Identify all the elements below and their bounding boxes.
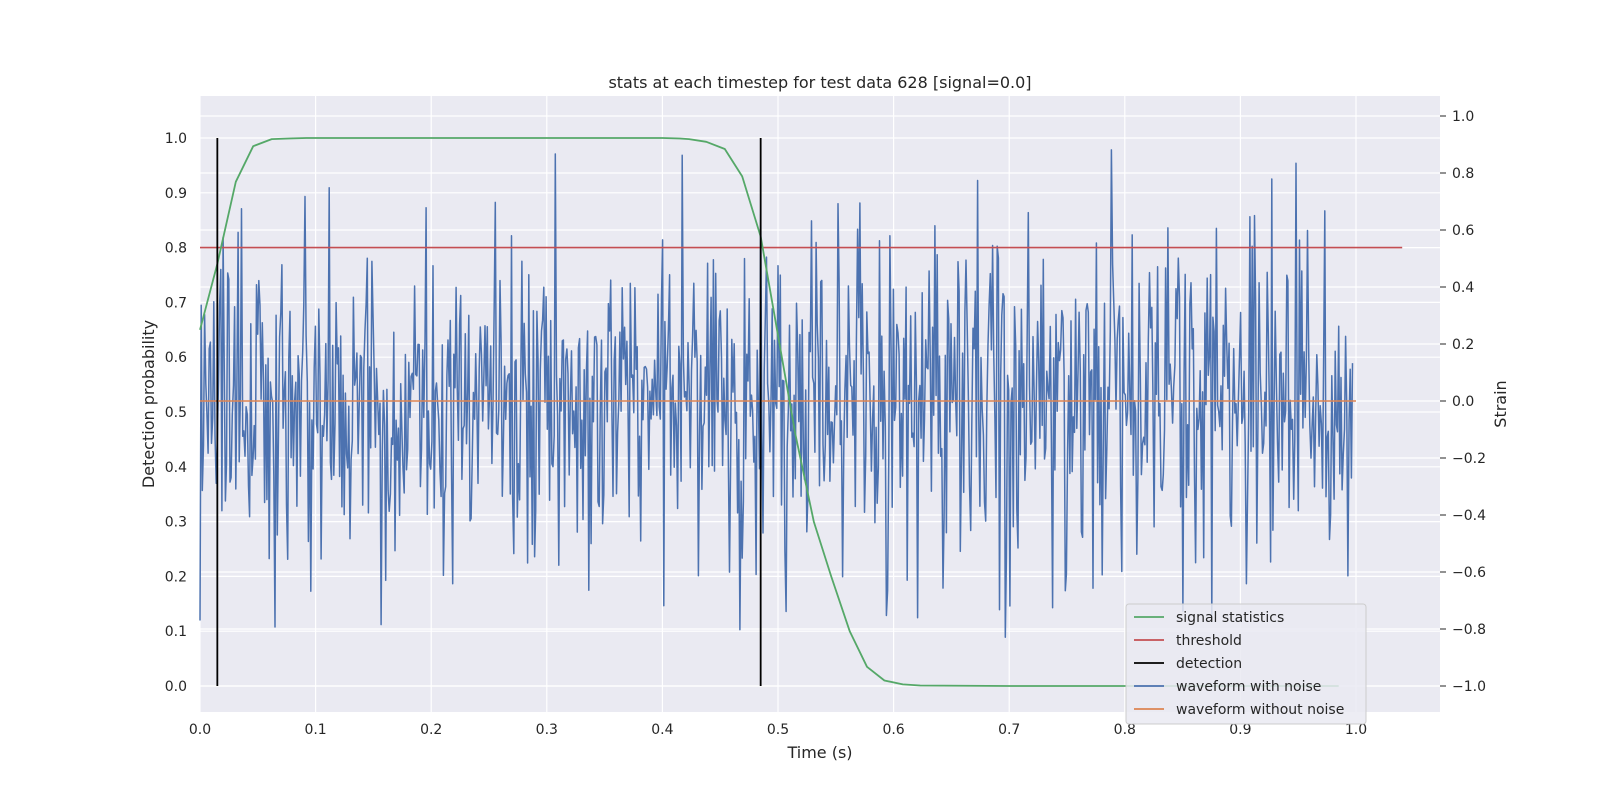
x-axis-label: Time (s) — [786, 743, 852, 762]
y-tick-label: 0.1 — [165, 624, 187, 640]
legend-label: signal statistics — [1176, 610, 1284, 626]
x-tick-label: 0.3 — [536, 722, 558, 738]
x-tick-label: 0.0 — [189, 722, 211, 738]
y-tick-label: 0.6 — [165, 350, 187, 366]
legend-label: waveform without noise — [1176, 702, 1344, 718]
signal-statistics-line — [199, 137, 1339, 687]
x-tick-label: 0.8 — [1114, 722, 1136, 738]
x-tick-label: 0.4 — [651, 722, 673, 738]
x-tick-label: 1.0 — [1345, 722, 1367, 738]
y2-tick-label: 0.6 — [1452, 223, 1474, 239]
y2-tick-label: 0.8 — [1452, 166, 1474, 182]
y-tick-label: 0.9 — [165, 186, 187, 202]
y-tick-label: 0.4 — [165, 460, 187, 476]
y2-tick-label: 0.4 — [1452, 280, 1474, 296]
y2-tick-label: −1.0 — [1452, 679, 1486, 695]
ticks: 0.0 0.1 0.2 0.3 0.4 0.5 0.6 0.7 0.8 0.9 1.0 0.0 0.1 0… — [165, 109, 1486, 738]
y2-tick-label: −0.8 — [1452, 622, 1486, 638]
y-tick-label: 0.5 — [165, 405, 187, 421]
legend-label: waveform with noise — [1176, 679, 1321, 695]
x-tick-label: 0.7 — [998, 722, 1020, 738]
x-tick-label: 0.5 — [767, 722, 789, 738]
chart-title: stats at each timestep for test data 628… — [608, 73, 1031, 92]
y-tick-label: 0.0 — [165, 679, 187, 695]
y-tick-label: 0.3 — [165, 515, 187, 531]
waveform-with-noise-line — [199, 149, 1354, 638]
y-tick-label: 1.0 — [165, 131, 187, 147]
legend-label: threshold — [1176, 633, 1242, 649]
y-axis-label: Detection probability — [139, 320, 158, 488]
x-tick-label: 0.6 — [882, 722, 904, 738]
legend-label: detection — [1176, 656, 1242, 672]
legend-box — [1125, 603, 1367, 725]
y2-axis-label: Strain — [1491, 380, 1510, 427]
series-layer — [199, 137, 1403, 687]
y-tick-label: 0.7 — [165, 295, 187, 311]
y2-tick-label: −0.6 — [1452, 565, 1486, 581]
y-tick-label: 0.8 — [165, 241, 187, 257]
x-tick-label: 0.2 — [420, 722, 442, 738]
x-tick-label: 0.9 — [1229, 722, 1251, 738]
x-tick-label: 0.1 — [304, 722, 326, 738]
y-tick-label: 0.2 — [165, 569, 187, 585]
legend: signal statistics threshold detection wavef… — [1125, 603, 1367, 725]
y2-tick-label: 0.0 — [1452, 394, 1474, 410]
y2-tick-label: −0.2 — [1452, 451, 1486, 467]
y2-tick-label: 1.0 — [1452, 109, 1474, 125]
y2-tick-label: −0.4 — [1452, 508, 1486, 524]
y2-tick-label: 0.2 — [1452, 337, 1474, 353]
